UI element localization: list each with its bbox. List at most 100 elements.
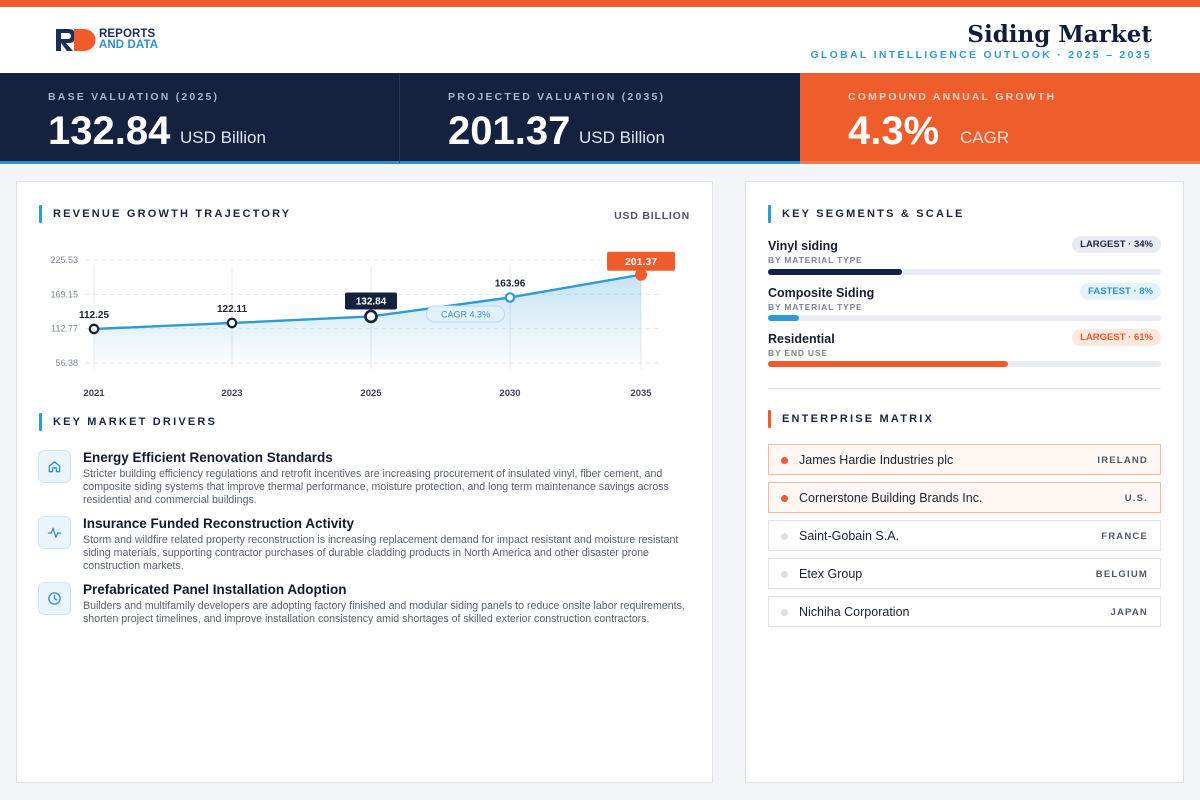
- data-label: 163.96: [495, 278, 526, 289]
- data-label-box: [607, 251, 675, 271]
- kpi-cagr: COMPOUND ANNUAL GROWTH 4.3% CAGR: [800, 73, 1200, 164]
- x-tick-label: 2025: [360, 388, 382, 399]
- cagr-pill-label: CAGR 4.3%: [441, 310, 490, 320]
- pulse-icon: [38, 516, 71, 549]
- y-tick-label: 225.53: [50, 255, 78, 265]
- kpi-unit: USD Billion: [180, 128, 266, 147]
- status-dot: [781, 609, 788, 616]
- enterprise-row[interactable]: James Hardie Industries plc IRELAND: [768, 444, 1161, 475]
- data-point: [88, 323, 100, 335]
- unit-tag: USD BILLION: [614, 210, 690, 222]
- brand-line-1: REPORTS: [99, 28, 156, 40]
- data-point: [635, 268, 647, 281]
- enterprise-name: Cornerstone Building Brands Inc.: [799, 491, 983, 505]
- section-accent: [39, 205, 42, 223]
- data-label-box: [345, 292, 397, 310]
- section-title: KEY MARKET DRIVERS: [53, 416, 218, 428]
- kpi-base-valuation: BASE VALUATION (2025) 132.84 USD Billion: [0, 73, 400, 164]
- x-tick-label: 2030: [499, 388, 520, 399]
- kpi-label: COMPOUND ANNUAL GROWTH: [848, 91, 1057, 103]
- kpi-value: 132.84: [48, 109, 171, 153]
- kpi-projected-valuation: PROJECTED VALUATION (2035) 201.37 USD Bi…: [400, 73, 800, 164]
- brand-logo[interactable]: REPORTS AND DATA: [55, 28, 158, 52]
- kpi-strip: BASE VALUATION (2025) 132.84 USD Billion…: [0, 73, 1200, 164]
- section-accent: [768, 205, 771, 223]
- section-title: REVENUE GROWTH TRAJECTORY: [53, 208, 292, 220]
- clock-icon: [38, 582, 71, 615]
- enterprise-country: JAPAN: [1110, 607, 1148, 618]
- driver-item: Prefabricated Panel Installation Adoptio…: [38, 582, 698, 648]
- brand-line-2: AND DATA: [99, 39, 159, 51]
- enterprise-country: BELGIUM: [1095, 569, 1148, 580]
- segment-category: BY MATERIAL TYPE: [768, 302, 863, 312]
- status-dot: [781, 533, 788, 540]
- enterprise-section-header: ENTERPRISE MATRIX: [768, 410, 934, 428]
- driver-text: Stricter building efficiency regulations…: [83, 468, 669, 506]
- kpi-label: BASE VALUATION (2025): [48, 91, 220, 103]
- section-divider: [768, 388, 1161, 389]
- revenue-chart: 225.53 169.15 112.77 56.38 2021 2023 2025 2030 2…: [50, 251, 675, 399]
- page-title: Siding Market: [967, 21, 1152, 48]
- data-label: 132.84: [356, 296, 387, 307]
- y-tick-label: 169.15: [50, 289, 78, 299]
- driver-title: Insurance Funded Reconstruction Activity: [83, 516, 355, 531]
- driver-text: Storm and wildfire related property reco…: [83, 534, 679, 572]
- enterprise-name: Etex Group: [799, 567, 863, 581]
- segment-track: [768, 361, 1161, 367]
- segment-name: Vinyl siding: [768, 239, 838, 253]
- data-point: [226, 317, 238, 329]
- home-icon: [38, 450, 71, 483]
- top-accent-bar: [0, 0, 1200, 7]
- enterprise-row[interactable]: Etex Group BELGIUM: [768, 558, 1161, 589]
- status-dot: [781, 571, 788, 578]
- section-title: ENTERPRISE MATRIX: [782, 413, 935, 425]
- revenue-section-header: REVENUE GROWTH TRAJECTORY: [39, 205, 291, 223]
- enterprise-country: U.S.: [1124, 493, 1148, 504]
- driver-item: Insurance Funded Reconstruction Activity…: [38, 516, 698, 582]
- segment-fill: [768, 269, 902, 275]
- status-dot: [781, 457, 788, 464]
- driver-title: Prefabricated Panel Installation Adoptio…: [83, 582, 347, 597]
- x-tick-label: 2023: [221, 388, 242, 399]
- segment-item: Residential BY END USE LARGEST · 61%: [768, 329, 1161, 367]
- kpi-unit: CAGR: [960, 128, 1010, 147]
- x-tick-label: 2035: [630, 388, 652, 399]
- data-label: 201.37: [625, 256, 657, 268]
- logo-mark-icon: [56, 29, 96, 51]
- segment-item: Composite Siding BY MATERIAL TYPE FASTES…: [768, 283, 1161, 321]
- segment-fill: [768, 361, 1008, 367]
- enterprise-country: FRANCE: [1101, 531, 1148, 542]
- data-label: 112.25: [79, 310, 109, 321]
- segment-badge: FASTEST · 8%: [1080, 283, 1161, 300]
- segment-item: Vinyl siding BY MATERIAL TYPE LARGEST · …: [768, 236, 1161, 275]
- cagr-pill: [426, 305, 505, 323]
- kpi-unit: USD Billion: [579, 128, 665, 147]
- segment-category: BY END USE: [768, 348, 828, 358]
- segment-track: [768, 269, 1161, 275]
- driver-text: Builders and multifamily developers are …: [83, 600, 685, 625]
- segment-category: BY MATERIAL TYPE: [768, 255, 863, 265]
- kpi-value: 201.37: [448, 109, 571, 153]
- enterprise-row[interactable]: Nichiha Corporation JAPAN: [768, 596, 1161, 627]
- segments-section-header: KEY SEGMENTS & SCALE: [768, 205, 965, 223]
- status-dot: [781, 495, 788, 502]
- enterprise-name: Nichiha Corporation: [799, 605, 910, 619]
- y-tick-label: 112.77: [51, 324, 78, 334]
- enterprise-name: Saint-Gobain S.A.: [799, 529, 900, 543]
- kpi-label: PROJECTED VALUATION (2035): [448, 91, 666, 103]
- enterprise-name: James Hardie Industries plc: [799, 453, 954, 467]
- driver-title: Energy Efficient Renovation Standards: [83, 450, 333, 465]
- enterprise-row[interactable]: Saint-Gobain S.A. FRANCE: [768, 520, 1161, 551]
- brand-name: REPORTS AND DATA: [99, 28, 159, 51]
- data-point: [504, 292, 516, 303]
- kpi-value: 4.3%: [848, 109, 940, 153]
- segment-badge: LARGEST · 61%: [1072, 329, 1161, 346]
- data-point: [364, 309, 378, 324]
- data-label: 122.11: [217, 304, 247, 315]
- enterprise-row[interactable]: Cornerstone Building Brands Inc. U.S.: [768, 482, 1161, 513]
- segment-name: Residential: [768, 332, 835, 346]
- section-title: KEY SEGMENTS & SCALE: [782, 208, 965, 220]
- section-accent: [39, 413, 42, 431]
- driver-item: Energy Efficient Renovation Standards St…: [38, 450, 698, 516]
- page-subtitle: GLOBAL INTELLIGENCE OUTLOOK · 2025 – 203…: [810, 49, 1152, 61]
